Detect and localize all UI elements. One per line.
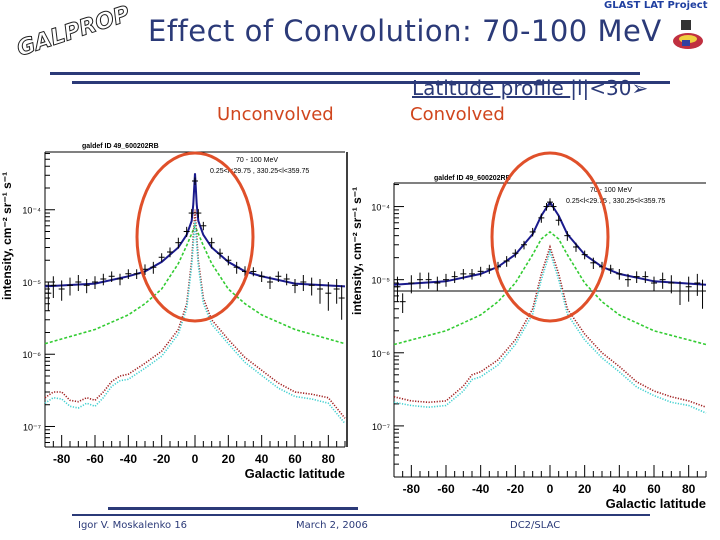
y-tick-label: 10⁻⁵: [372, 276, 391, 286]
longitude-range-label: 0.25<l<29.75 , 330.25<l<359.75: [210, 168, 309, 175]
x-tick-label: -60: [437, 482, 455, 496]
title-rule-bottom: [72, 81, 670, 84]
glast-logo-icon: [673, 20, 703, 49]
arrow-bullet-icon: ➢: [631, 76, 649, 100]
footer-author: Igor V. Moskalenko 16: [78, 520, 188, 531]
series-line-1: [393, 230, 707, 346]
x-tick-label: -40: [472, 482, 490, 496]
series-line-3: [393, 249, 707, 414]
x-tick-label: 20: [222, 452, 236, 466]
title-rule-top: [50, 72, 640, 75]
y-tick-label: 10⁻⁷: [372, 422, 390, 432]
footer-date: March 2, 2006: [296, 520, 368, 531]
x-tick-label: 80: [322, 452, 336, 466]
x-tick-label: -20: [507, 482, 525, 496]
subtitle-condition: |l|<30: [570, 76, 632, 100]
y-tick-label: 10⁻⁶: [372, 349, 391, 359]
x-tick-label: 80: [682, 482, 696, 496]
y-tick-label: 10⁻⁵: [23, 278, 42, 288]
x-tick-label: 0: [192, 452, 199, 466]
x-tick-label: 60: [647, 482, 661, 496]
y-tick-label: 10⁻⁶: [23, 350, 42, 360]
x-tick-label: -80: [53, 452, 71, 466]
label-convolved: Convolved: [410, 104, 505, 125]
y-tick-label: 10⁻⁴: [371, 203, 390, 213]
y-axis-label: intensity, cm⁻² sr⁻¹ s⁻¹: [350, 187, 364, 315]
x-tick-label: -60: [86, 452, 104, 466]
x-tick-label: 20: [578, 482, 592, 496]
chart-convolved: 10⁻⁴ 10⁻⁵ 10⁻⁶ 10⁻⁷ -80 -60 -40 -20 0 20 40 60 80Gal…: [350, 151, 707, 511]
highlight-ellipse: [135, 151, 255, 323]
slide-title: Effect of Convolution: 70-100 MeV: [148, 14, 662, 48]
y-tick-label: 10⁻⁴: [22, 206, 41, 216]
x-tick-label: 60: [288, 452, 302, 466]
y-tick-label: 10⁻⁷: [23, 422, 41, 432]
longitude-range-label: 0.25<l<29.75 , 330.25<l<359.75: [566, 198, 665, 205]
highlight-ellipse: [490, 151, 610, 323]
energy-range-label: 70 - 100 MeV: [590, 187, 632, 194]
x-tick-label: -80: [403, 482, 421, 496]
energy-range-label: 70 - 100 MeV: [236, 157, 278, 164]
footer-venue: DC2/SLAC: [510, 520, 561, 531]
chart-unconvolved: 10⁻⁴ 10⁻⁵ 10⁻⁶ 10⁻⁷ -80 -60 -40 -20 0 20 40 60 80Gal…: [0, 143, 348, 481]
x-tick-label: -20: [153, 452, 171, 466]
x-tick-label: 40: [613, 482, 627, 496]
footer-rule-short: [108, 507, 358, 510]
x-axis-label: Galactic latitude: [245, 466, 345, 481]
x-tick-label: -40: [120, 452, 138, 466]
glast-project-label: GLAST LAT Project: [604, 0, 708, 11]
footer-rule-long: [72, 514, 650, 516]
series-line-0: [393, 200, 707, 286]
series-line-0: [44, 173, 346, 288]
series-line-2: [393, 244, 707, 408]
x-tick-label: 40: [255, 452, 269, 466]
subtitle-underlined: Latitude profile: [412, 76, 571, 100]
y-axis-label: intensity, cm⁻² sr⁻¹ s⁻¹: [0, 172, 14, 300]
label-unconvolved: Unconvolved: [217, 104, 334, 125]
x-axis-label: Galactic latitude: [606, 496, 706, 511]
subtitle: Latitude profile |l|<30➢: [412, 76, 648, 100]
chart-title: galdef ID 49_600202RB: [434, 175, 511, 182]
series-line-2: [44, 209, 346, 419]
chart-title: galdef ID 49_600202RB: [82, 143, 159, 150]
x-tick-label: 0: [547, 482, 554, 496]
